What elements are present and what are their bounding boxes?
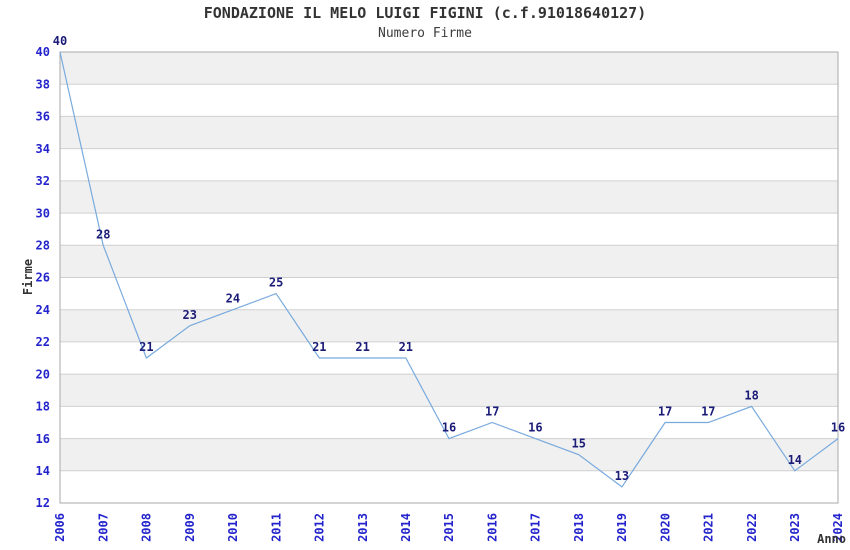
data-point-label: 24 (226, 292, 240, 306)
y-tick-label: 24 (36, 303, 50, 317)
x-tick-label: 2007 (96, 513, 110, 542)
y-tick-label: 20 (36, 367, 50, 381)
x-tick-label: 2012 (313, 513, 327, 542)
x-tick-label: 2018 (572, 513, 586, 542)
x-tick-label: 2006 (53, 513, 67, 542)
y-tick-label: 40 (36, 45, 50, 59)
data-point-label: 21 (139, 340, 153, 354)
grid-band (60, 309, 838, 342)
chart-subtitle: Numero Firme (378, 26, 472, 41)
data-point-label: 21 (399, 340, 413, 354)
x-tick-label: 2024 (831, 513, 845, 542)
x-tick-label: 2016 (485, 513, 499, 542)
chart-title: FONDAZIONE IL MELO LUIGI FIGINI (c.f.910… (203, 4, 647, 22)
y-tick-label: 12 (36, 496, 50, 510)
y-tick-label: 34 (36, 142, 50, 156)
x-tick-label: 2020 (658, 513, 672, 542)
x-tick-label: 2009 (183, 513, 197, 542)
y-tick-label: 36 (36, 110, 50, 124)
x-tick-label: 2017 (529, 513, 543, 542)
grid-band (60, 116, 838, 149)
data-point-label: 40 (53, 34, 67, 48)
data-point-label: 17 (701, 405, 715, 419)
data-point-label: 16 (528, 421, 542, 435)
data-point-label: 16 (831, 421, 845, 435)
data-point-label: 28 (96, 227, 110, 241)
y-tick-label: 22 (36, 335, 50, 349)
data-point-label: 17 (658, 405, 672, 419)
x-tick-label: 2022 (745, 513, 759, 542)
plot-border (59, 51, 839, 504)
y-tick-label: 26 (36, 271, 50, 285)
data-point-label: 25 (269, 276, 283, 290)
y-tick-label: 30 (36, 206, 50, 220)
grid-band (60, 374, 838, 407)
data-point-label: 15 (571, 437, 585, 451)
data-point-label: 17 (485, 405, 499, 419)
x-tick-label: 2021 (702, 513, 716, 542)
y-tick-label: 14 (36, 464, 50, 478)
y-axis-title: Firme (21, 259, 35, 295)
x-tick-label: 2019 (615, 513, 629, 542)
data-point-label: 18 (744, 388, 758, 402)
x-tick-label: 2013 (356, 513, 370, 542)
y-tick-label: 18 (36, 400, 50, 414)
series-line (59, 51, 839, 488)
grid-band (60, 180, 838, 214)
x-tick-label: 2008 (140, 513, 154, 542)
y-tick-label: 16 (36, 432, 50, 446)
x-tick-label: 2010 (226, 513, 240, 542)
x-tick-label: 2014 (399, 513, 413, 542)
data-point-label: 14 (788, 453, 802, 467)
x-axis-title: Anno (817, 532, 846, 546)
data-point-label: 21 (355, 340, 369, 354)
data-point-label: 23 (182, 308, 196, 322)
data-point-label: 16 (442, 421, 456, 435)
x-tick-label: 2011 (269, 513, 283, 542)
y-tick-label: 28 (36, 239, 50, 253)
grid-band (60, 52, 838, 85)
data-point-label: 13 (615, 469, 629, 483)
grid-band (60, 245, 838, 278)
x-tick-label: 2015 (442, 513, 456, 542)
y-tick-label: 38 (36, 77, 50, 91)
data-point-label: 21 (312, 340, 326, 354)
y-tick-label: 32 (36, 174, 50, 188)
x-tick-label: 2023 (788, 513, 802, 542)
grid-band (60, 438, 838, 471)
